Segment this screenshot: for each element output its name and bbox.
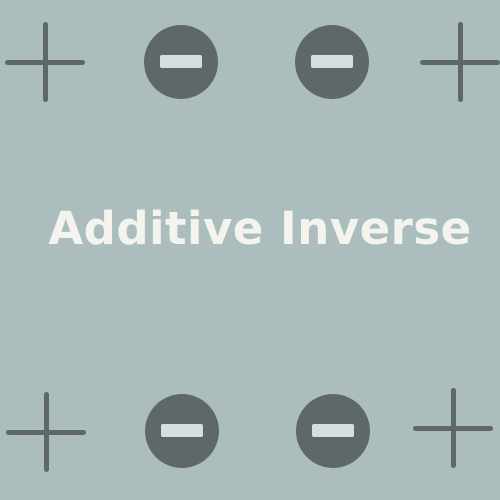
plus-icon <box>6 392 86 472</box>
minus-icon <box>296 394 370 468</box>
minus-icon <box>144 25 218 99</box>
page-title: Additive Inverse <box>48 202 472 255</box>
plus-icon <box>5 22 85 102</box>
minus-icon <box>145 394 219 468</box>
plus-icon <box>420 22 500 102</box>
minus-icon <box>295 25 369 99</box>
plus-icon <box>413 388 493 468</box>
